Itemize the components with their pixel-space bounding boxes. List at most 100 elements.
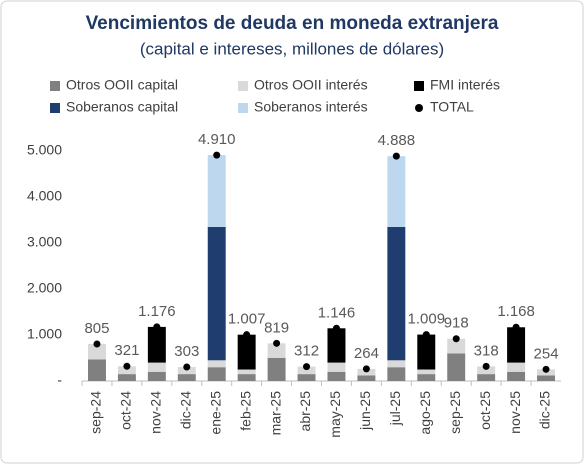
x-tick-label: mar-25 [267,391,283,436]
data-label: 4.888 [378,132,416,149]
legend-swatch [414,81,424,91]
total-marker [392,152,400,160]
bar-segment [387,367,406,381]
bar-segment [387,156,406,227]
bar-segment [327,362,346,372]
total-marker [332,324,340,332]
bar-segment [447,338,466,354]
bar-segment [207,226,226,361]
x-tick-label: abr-25 [297,391,313,432]
bar-segment [267,343,286,358]
x-tick-label: may-25 [327,391,343,438]
total-marker [303,363,311,371]
y-tick-label: 3.000 [27,234,62,250]
data-label: 1.168 [497,303,535,320]
data-label: 1.009 [408,311,446,328]
x-tick-label: jul-25 [387,391,403,426]
total-marker [273,339,281,347]
x-tick-label: ago-25 [417,391,433,435]
total-marker [213,151,221,159]
bar-segment [207,360,226,368]
bar-segment [237,369,256,375]
total-marker [542,365,550,373]
bar-segment [507,371,526,381]
data-label: 819 [264,319,289,336]
legend-swatch [50,81,60,91]
bar-segment [297,374,316,381]
bar-segment [357,375,376,381]
x-tick-label: feb-25 [237,391,253,431]
total-marker [243,331,251,339]
bar-segment [87,343,106,360]
bar-segment [117,366,136,375]
data-label: 321 [114,342,139,359]
x-tick-label: nov-25 [507,391,523,434]
y-tick-label: 1.000 [27,326,62,342]
bar-segment [177,374,196,381]
bar-segment [207,155,226,227]
data-label: 264 [354,345,379,362]
bar-segment [327,328,346,363]
y-tick-label: - [57,372,62,388]
bar-segment [207,367,226,381]
y-tick-label: 5.000 [27,142,62,158]
chart-title: Vencimientos de deuda en moneda extranje… [86,13,499,34]
total-marker [452,335,460,343]
bar-segment [297,366,316,375]
bar-segment [147,371,166,381]
bar-segment [417,334,436,370]
data-label: 303 [174,343,199,360]
legend-label: Otros OOII capital [66,77,178,93]
data-label: 1.007 [228,311,266,328]
bar-segment [237,334,256,370]
x-tick-label: sep-25 [447,391,463,434]
data-label: 254 [534,345,559,362]
bar-segment [117,374,136,381]
x-tick-label: jun-25 [357,391,373,431]
x-tick-label: ene-25 [207,391,223,435]
bar-segment [477,374,496,381]
legend-swatch [50,103,60,113]
data-label: 4.910 [198,131,236,148]
total-marker [422,331,430,339]
legend-label: TOTAL [430,99,474,115]
total-marker [183,363,191,371]
chart-subtitle: (capital e intereses, millones de dólare… [140,39,444,58]
bar-segment [417,369,436,375]
total-marker [153,323,161,331]
bar-segment [537,375,556,381]
x-tick-label: nov-24 [148,391,164,434]
total-marker [482,362,490,370]
legend-swatch [238,103,248,113]
data-label: 1.146 [318,304,356,321]
bar-segment [477,366,496,375]
bar-segment [507,362,526,372]
data-label: 918 [444,315,469,332]
bar-segment [327,371,346,381]
y-tick-label: 4.000 [27,188,62,204]
bar-segment [447,353,466,381]
total-marker [93,340,101,348]
bar-segment [387,360,406,368]
x-tick-label: dic-25 [537,391,553,429]
y-tick-label: 2.000 [27,280,62,296]
x-tick-label: oct-24 [118,391,134,430]
legend-label: Soberanos capital [66,99,178,115]
bar-segment [507,327,526,363]
data-label: 805 [84,320,109,337]
legend-label: FMI interés [430,77,500,93]
total-marker [123,362,131,370]
total-marker [362,365,370,373]
bar-segment [147,362,166,372]
total-marker [512,323,520,331]
bar-segment [147,326,166,363]
legend-label: Soberanos interés [254,99,368,115]
bar-segment [237,374,256,381]
bar-segment [267,358,286,381]
bar-segment [177,367,196,375]
legend-label: Otros OOII interés [254,77,368,93]
bar-segment [417,374,436,381]
x-tick-label: dic-24 [177,391,193,429]
